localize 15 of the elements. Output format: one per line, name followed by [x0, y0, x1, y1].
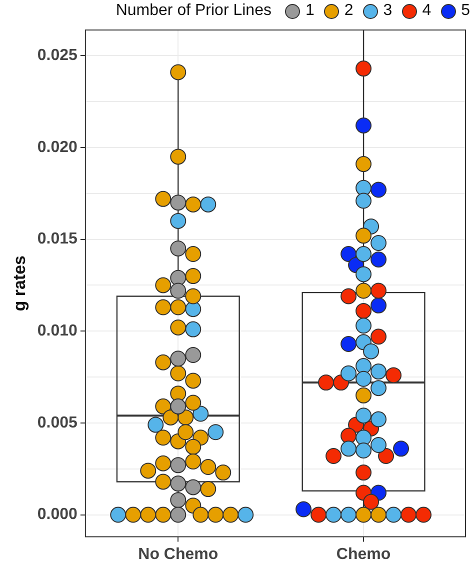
y-tick-label: 0.025	[37, 47, 78, 64]
y-tick-label: 0.010	[37, 322, 78, 340]
y-tick-label: 0.015	[37, 230, 78, 248]
y-tick-label: 0.020	[37, 138, 78, 156]
x-tick-label: Chemo	[336, 546, 391, 563]
y-tick-label: 0.000	[37, 506, 78, 524]
legend-label: 4	[422, 2, 432, 20]
y-axis-title: g rates	[10, 256, 29, 312]
x-tick-label: No Chemo	[138, 546, 218, 563]
y-tick-label: 0.005	[37, 414, 78, 432]
legend-label: 5	[461, 2, 470, 20]
legend-label: 3	[383, 2, 392, 20]
legend-title: Number of Prior Lines	[116, 2, 272, 20]
legend-label: 2	[344, 2, 354, 20]
legend-label: 1	[305, 2, 314, 20]
